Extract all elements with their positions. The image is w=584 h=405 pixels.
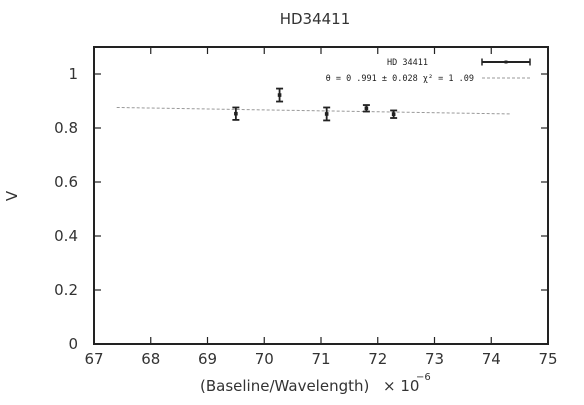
model-fit-line: [116, 106, 512, 115]
x-tick-label: 71: [311, 350, 330, 368]
legend: HD 34411 θ = 0 .991 ± 0.028 χ² = 1 .09: [326, 58, 531, 84]
legend-label-data: HD 34411: [387, 58, 428, 68]
data-point: [390, 109, 398, 119]
x-axis-label: (Baseline/Wavelength): [200, 377, 369, 395]
data-point: [362, 104, 370, 113]
y-tick-label: 0.2: [54, 281, 78, 299]
x-tick-label: 74: [482, 350, 501, 368]
legend-swatch-data: [481, 58, 531, 66]
legend-label-fit: θ = 0 .991 ± 0.028 χ² = 1 .09: [326, 74, 474, 84]
x-tick-label: 67: [84, 350, 103, 368]
x-axis-multiplier-exponent: −6: [416, 372, 431, 383]
y-tick-label: 0: [68, 335, 78, 353]
point-marker: [277, 93, 282, 97]
point-marker: [364, 106, 369, 111]
fit-line-segment: [116, 106, 512, 115]
x-tick-label: 72: [368, 350, 387, 368]
y-axis-label: V: [3, 190, 21, 201]
point-marker: [234, 111, 238, 116]
y-tick-label: 1: [68, 65, 78, 83]
data-point: [323, 106, 331, 122]
chart-title: HD34411: [280, 10, 351, 28]
x-tick-label: 68: [141, 350, 160, 368]
axis-ticks: [93, 47, 549, 345]
y-tick-label: 0.6: [54, 173, 78, 191]
point-marker: [324, 112, 329, 116]
x-tick-label: 75: [538, 350, 557, 368]
y-tick-label: 0.4: [54, 227, 78, 245]
x-tick-label: 73: [425, 350, 444, 368]
data-points: [232, 87, 398, 122]
y-tick-labels: 0 0.2 0.4 0.6 0.8 1: [54, 65, 78, 353]
x-axis-multiplier: × 10: [383, 377, 419, 395]
x-tick-labels: 67 68 69 70 71 72 73 74 75: [84, 350, 557, 368]
data-point: [276, 87, 284, 103]
x-tick-label: 70: [255, 350, 274, 368]
plot-frame: [93, 46, 549, 345]
x-tick-label: 69: [198, 350, 217, 368]
point-marker: [391, 112, 396, 117]
y-tick-label: 0.8: [54, 119, 78, 137]
data-point: [232, 106, 240, 121]
